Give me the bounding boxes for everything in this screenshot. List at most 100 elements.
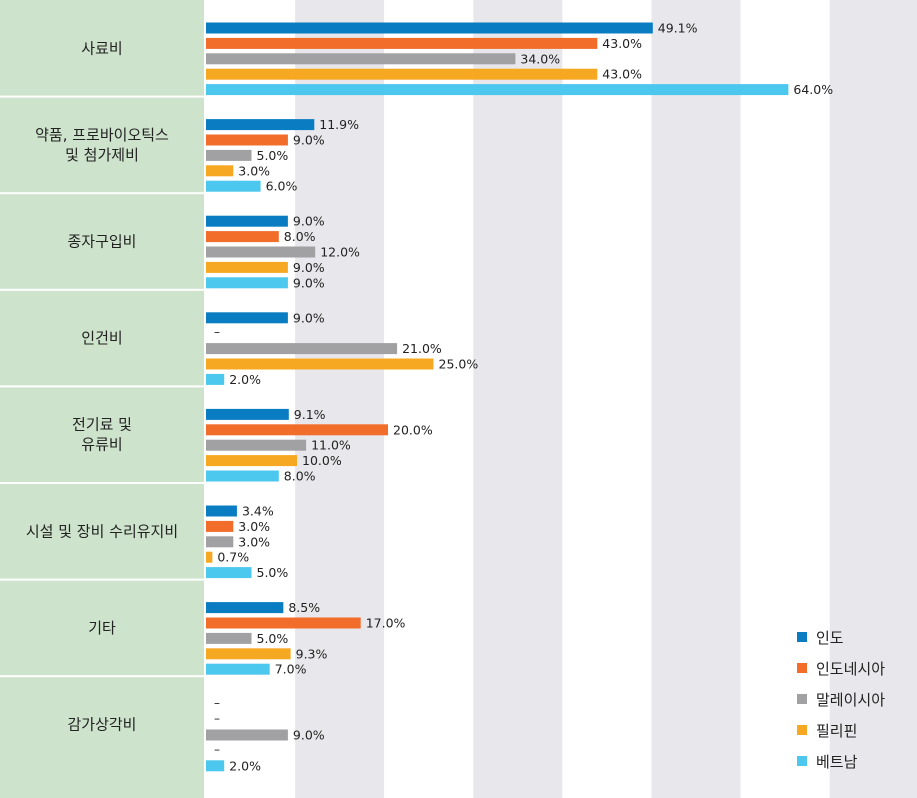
data-label: 9.3% bbox=[296, 646, 328, 661]
data-label: 5.0% bbox=[257, 565, 289, 580]
data-label: 5.0% bbox=[257, 148, 289, 163]
legend-swatch bbox=[797, 663, 807, 673]
grid-band bbox=[829, 0, 917, 798]
category-label: 기타 bbox=[88, 619, 116, 637]
bar bbox=[206, 246, 316, 258]
category-label: 약품, 프로바이오틱스 및 첨가제비 bbox=[35, 126, 169, 164]
bar bbox=[206, 84, 789, 96]
data-label: 9.0% bbox=[293, 260, 325, 275]
bar bbox=[206, 617, 361, 629]
missing-value-dash: – bbox=[214, 696, 220, 710]
category-label-line: 사료비 bbox=[81, 39, 122, 57]
bar bbox=[206, 343, 398, 355]
bar bbox=[206, 215, 288, 227]
category-label-line: 약품, 프로바이오틱스 bbox=[35, 126, 169, 144]
data-label: 11.9% bbox=[319, 117, 359, 132]
data-label: 64.0% bbox=[793, 82, 833, 97]
bar bbox=[206, 37, 598, 49]
data-label: 8.5% bbox=[288, 600, 320, 615]
category-divider bbox=[0, 385, 204, 388]
data-label: 2.0% bbox=[229, 372, 261, 387]
data-label: 3.4% bbox=[242, 504, 274, 519]
data-label: 17.0% bbox=[366, 616, 406, 631]
data-label: 9.0% bbox=[293, 310, 325, 325]
bar bbox=[206, 119, 315, 131]
data-label: 9.1% bbox=[294, 407, 326, 422]
missing-value-dash: – bbox=[214, 325, 220, 339]
data-label: 9.0% bbox=[293, 275, 325, 290]
bar bbox=[206, 663, 270, 675]
bar bbox=[206, 134, 288, 146]
bar bbox=[206, 408, 289, 420]
data-label: 43.0% bbox=[602, 67, 642, 82]
grid-band bbox=[740, 0, 830, 798]
data-label: 8.0% bbox=[284, 229, 316, 244]
category-divider bbox=[0, 288, 204, 291]
category-label-line: 인건비 bbox=[81, 329, 122, 347]
category-divider bbox=[0, 95, 204, 98]
category-label-line: 전기료 및 bbox=[72, 416, 132, 434]
bar bbox=[206, 729, 288, 741]
category-label: 감가상각비 bbox=[67, 716, 136, 734]
missing-value-dash: – bbox=[214, 742, 220, 756]
bar bbox=[206, 165, 234, 177]
legend-swatch bbox=[797, 632, 807, 642]
data-label: 0.7% bbox=[217, 550, 249, 565]
grid-band bbox=[295, 0, 385, 798]
bar bbox=[206, 373, 225, 385]
bar bbox=[206, 180, 261, 192]
legend-label: 인도네시아 bbox=[816, 660, 885, 678]
category-divider bbox=[0, 578, 204, 581]
category-label-line: 감가상각비 bbox=[67, 716, 136, 734]
legend-swatch bbox=[797, 756, 807, 766]
bar bbox=[206, 312, 288, 324]
legend-swatch bbox=[797, 694, 807, 704]
data-label: 5.0% bbox=[257, 631, 289, 646]
bar bbox=[206, 520, 234, 532]
bar bbox=[206, 261, 288, 273]
missing-value-dash: – bbox=[214, 712, 220, 726]
data-label: 49.1% bbox=[658, 21, 698, 36]
category-divider bbox=[0, 675, 204, 678]
bar bbox=[206, 536, 234, 548]
data-label: 9.0% bbox=[293, 133, 325, 148]
data-label: 3.0% bbox=[238, 163, 270, 178]
bar bbox=[206, 760, 225, 772]
category-label-line: 기타 bbox=[88, 619, 116, 637]
legend-swatch bbox=[797, 725, 807, 735]
data-label: 3.0% bbox=[238, 519, 270, 534]
bar bbox=[206, 231, 279, 243]
data-label: 21.0% bbox=[402, 341, 442, 356]
bar bbox=[206, 424, 388, 436]
data-label: 10.0% bbox=[302, 453, 342, 468]
data-label: 43.0% bbox=[602, 36, 642, 51]
bar bbox=[206, 358, 434, 370]
legend-label: 베트남 bbox=[816, 753, 858, 771]
category-divider bbox=[0, 192, 204, 195]
bar bbox=[206, 632, 252, 644]
grid-band bbox=[384, 0, 474, 798]
bar bbox=[206, 455, 297, 467]
data-label: 8.0% bbox=[284, 469, 316, 484]
data-label: 11.0% bbox=[311, 438, 351, 453]
bar bbox=[206, 68, 598, 80]
data-label: 2.0% bbox=[229, 758, 261, 773]
bar bbox=[206, 648, 291, 660]
category-panel bbox=[0, 0, 204, 798]
grid-band bbox=[473, 0, 563, 798]
bar bbox=[206, 505, 237, 517]
category-label: 종자구입비 bbox=[67, 233, 136, 251]
data-label: 25.0% bbox=[439, 357, 479, 372]
data-label: 7.0% bbox=[275, 662, 307, 677]
category-label: 전기료 및 유류비 bbox=[72, 416, 132, 454]
category-label: 인건비 bbox=[81, 329, 122, 347]
data-label: 20.0% bbox=[393, 422, 433, 437]
legend-label: 필리핀 bbox=[816, 722, 857, 740]
data-label: 34.0% bbox=[520, 51, 560, 66]
bar bbox=[206, 277, 288, 289]
category-label: 시설 및 장비 수리유지비 bbox=[26, 522, 178, 540]
data-label: 9.0% bbox=[293, 214, 325, 229]
bar bbox=[206, 567, 252, 579]
